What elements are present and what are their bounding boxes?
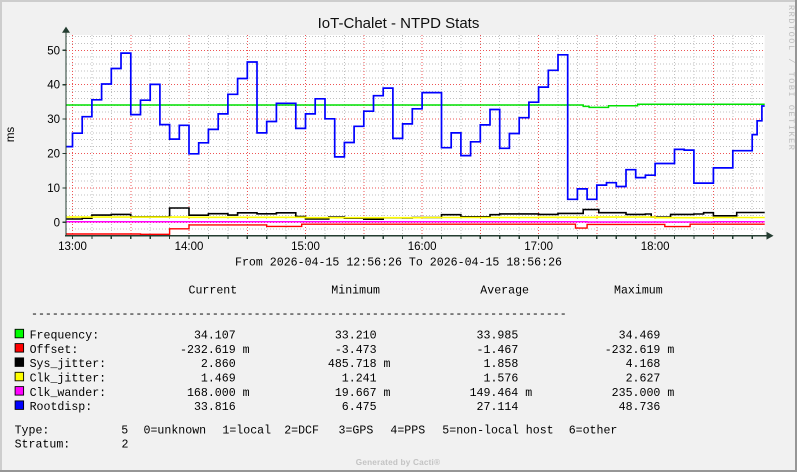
- svg-text:18:00: 18:00: [641, 241, 670, 253]
- svg-text:3=GPS: 3=GPS: [339, 425, 374, 438]
- svg-text:Maximum: Maximum: [614, 285, 663, 298]
- svg-text:149.464 m: 149.464 m: [470, 387, 533, 400]
- svg-text:6=other: 6=other: [569, 425, 618, 438]
- svg-text:Offset:: Offset:: [30, 344, 79, 357]
- svg-text:2.627: 2.627: [626, 373, 661, 386]
- svg-text:33.985: 33.985: [477, 330, 519, 343]
- svg-text:168.000 m: 168.000 m: [187, 387, 250, 400]
- svg-text:34.107: 34.107: [194, 330, 236, 343]
- svg-text:15:00: 15:00: [291, 241, 320, 253]
- svg-text:Generated by Cacti®: Generated by Cacti®: [356, 458, 440, 467]
- svg-text:2: 2: [122, 439, 129, 452]
- svg-text:6.475: 6.475: [342, 401, 377, 414]
- svg-text:34.469: 34.469: [619, 330, 661, 343]
- svg-text:4=PPS: 4=PPS: [390, 425, 425, 438]
- svg-text:1.469: 1.469: [201, 373, 236, 386]
- svg-text:------------------------------: ----------------------------------------…: [31, 308, 567, 321]
- svg-text:Current: Current: [188, 285, 237, 298]
- svg-text:13:00: 13:00: [58, 241, 87, 253]
- svg-text:235.000 m: 235.000 m: [612, 387, 675, 400]
- svg-text:1.576: 1.576: [484, 373, 519, 386]
- svg-text:IoT-Chalet - NTPD Stats: IoT-Chalet - NTPD Stats: [318, 15, 480, 32]
- svg-text:Rootdisp:: Rootdisp:: [30, 401, 93, 414]
- svg-text:30: 30: [47, 114, 60, 126]
- svg-text:Frequency:: Frequency:: [30, 330, 100, 343]
- svg-text:14:00: 14:00: [175, 241, 204, 253]
- svg-text:Average: Average: [480, 285, 529, 298]
- svg-text:485.718 m: 485.718 m: [328, 358, 391, 371]
- svg-text:17:00: 17:00: [524, 241, 553, 253]
- svg-text:48.736: 48.736: [619, 401, 661, 414]
- svg-text:-1.467: -1.467: [477, 344, 519, 357]
- svg-text:5=non-local host: 5=non-local host: [442, 425, 553, 438]
- svg-text:1.241: 1.241: [342, 373, 377, 386]
- svg-text:ms: ms: [5, 127, 17, 143]
- svg-text:40: 40: [47, 80, 60, 92]
- svg-text:Stratum:: Stratum:: [15, 439, 71, 452]
- svg-text:33.816: 33.816: [194, 401, 236, 414]
- svg-text:2=DCF: 2=DCF: [284, 425, 319, 438]
- svg-text:0=unknown: 0=unknown: [144, 425, 207, 438]
- svg-text:20: 20: [47, 149, 60, 161]
- svg-text:-232.619 m: -232.619 m: [605, 344, 675, 357]
- svg-text:-232.619 m: -232.619 m: [180, 344, 250, 357]
- svg-text:10: 10: [47, 183, 60, 195]
- svg-text:Type:: Type:: [15, 425, 50, 438]
- svg-text:16:00: 16:00: [408, 241, 437, 253]
- svg-text:50: 50: [47, 45, 60, 57]
- svg-text:RRDTOOL / TOBI OETIKER: RRDTOOL / TOBI OETIKER: [786, 5, 796, 151]
- svg-text:Clk_wander:: Clk_wander:: [30, 387, 107, 400]
- svg-text:-3.473: -3.473: [335, 344, 377, 357]
- svg-text:19.667 m: 19.667 m: [335, 387, 391, 400]
- svg-text:Sys_jitter:: Sys_jitter:: [30, 358, 107, 371]
- svg-text:1.858: 1.858: [484, 358, 519, 371]
- svg-text:Clk_jitter:: Clk_jitter:: [30, 373, 107, 386]
- svg-text:2.860: 2.860: [201, 358, 236, 371]
- svg-text:From 2026-04-15 12:56:26 To 20: From 2026-04-15 12:56:26 To 2026-04-15 1…: [235, 257, 562, 270]
- svg-text:1=local: 1=local: [222, 425, 271, 438]
- svg-text:27.114: 27.114: [477, 401, 519, 414]
- svg-text:Minimum: Minimum: [331, 285, 380, 298]
- svg-text:4.168: 4.168: [626, 358, 661, 371]
- svg-text:0: 0: [54, 217, 60, 229]
- svg-text:33.210: 33.210: [335, 330, 377, 343]
- svg-text:5: 5: [121, 425, 128, 438]
